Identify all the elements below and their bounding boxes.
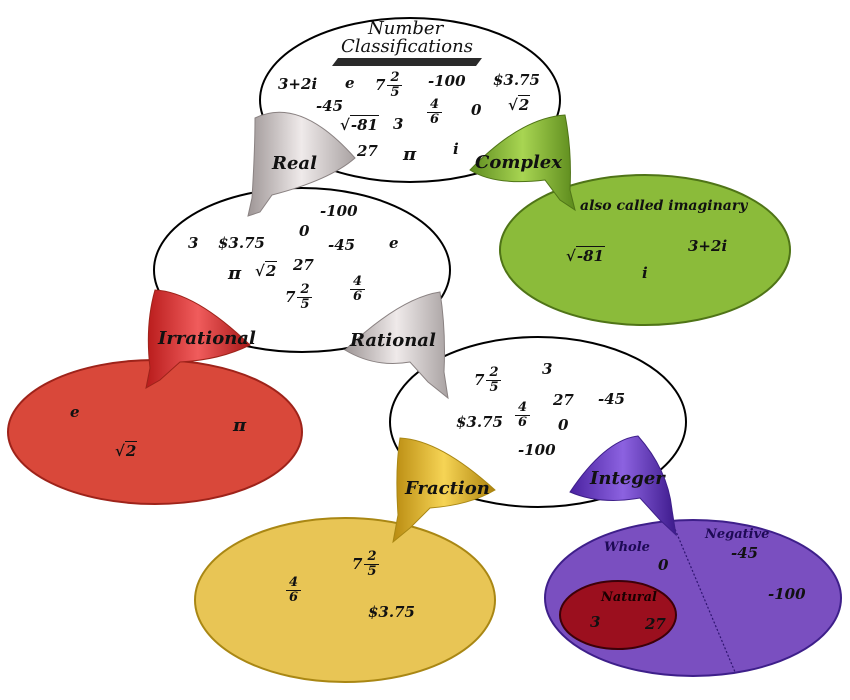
real-item: $3.75 <box>218 234 265 252</box>
natural-27: 27 <box>645 615 666 633</box>
complex-label: Complex <box>475 152 562 173</box>
title-line2: Classifications <box>341 36 473 57</box>
real-funnel <box>247 111 356 217</box>
top-item: $3.75 <box>493 71 540 89</box>
fraction-set <box>194 517 496 683</box>
rational-item: $3.75 <box>456 413 503 431</box>
top-item: 27 <box>357 142 378 160</box>
real-item: π <box>228 263 242 284</box>
real-item: 27 <box>293 256 314 274</box>
complex-3plus2i: 3+2i <box>688 237 728 255</box>
integer-neg45: -45 <box>731 544 759 562</box>
real-item: 0 <box>299 222 310 240</box>
real-set <box>153 187 451 353</box>
rational-item: 27 <box>553 391 574 409</box>
top-item: i <box>453 140 459 158</box>
top-sqrt81: √-81 <box>340 115 379 134</box>
whole-label: Whole <box>604 540 650 555</box>
top-item: e <box>345 74 355 92</box>
natural-set <box>559 580 677 650</box>
rational-label: Rational <box>350 330 436 351</box>
top-item: -100 <box>428 72 466 90</box>
complex-sqrt81: √-81 <box>566 246 605 265</box>
integer-funnel <box>569 435 677 537</box>
real-item: e <box>389 234 399 252</box>
top-item: 3 <box>393 115 404 133</box>
irrational-sqrt2: √2 <box>115 441 138 460</box>
top-item: 0 <box>471 101 482 119</box>
integer-label: Integer <box>590 468 665 489</box>
fraction-money: $3.75 <box>368 603 415 621</box>
complex-funnel <box>469 114 576 212</box>
fraction-label: Fraction <box>405 478 490 499</box>
top-sqrt2: √2 <box>508 95 531 114</box>
natural-3: 3 <box>590 613 601 631</box>
rational-item: -45 <box>598 390 626 408</box>
real-item: -100 <box>320 202 358 220</box>
title-line1: Number <box>368 18 444 39</box>
complex-i: i <box>642 264 648 282</box>
complex-set <box>499 174 791 326</box>
rational-item: -100 <box>518 441 556 459</box>
integer-zero: 0 <box>658 556 669 574</box>
rational-item: 3 <box>542 360 553 378</box>
rational-item: 0 <box>558 416 569 434</box>
irrational-pi: π <box>233 415 247 436</box>
real-sqrt2: √2 <box>255 261 278 280</box>
whole-negative-divider <box>671 521 736 673</box>
complex-note: also called imaginary <box>580 198 748 214</box>
title-underline <box>332 58 482 66</box>
real-item: 3 <box>188 234 199 252</box>
real-item: -45 <box>328 236 356 254</box>
natural-label: Natural <box>601 590 657 605</box>
irrational-funnel <box>145 289 251 389</box>
rational-funnel <box>344 291 449 400</box>
integer-neg100: -100 <box>768 585 806 603</box>
real-label: Real <box>272 153 317 174</box>
top-item: 3+2i <box>278 75 318 93</box>
irrational-e: e <box>70 403 80 421</box>
top-item: -45 <box>316 97 344 115</box>
negative-label: Negative <box>705 527 770 542</box>
irrational-label: Irrational <box>158 328 256 349</box>
fraction-funnel <box>392 437 496 544</box>
top-item: π <box>403 144 417 165</box>
